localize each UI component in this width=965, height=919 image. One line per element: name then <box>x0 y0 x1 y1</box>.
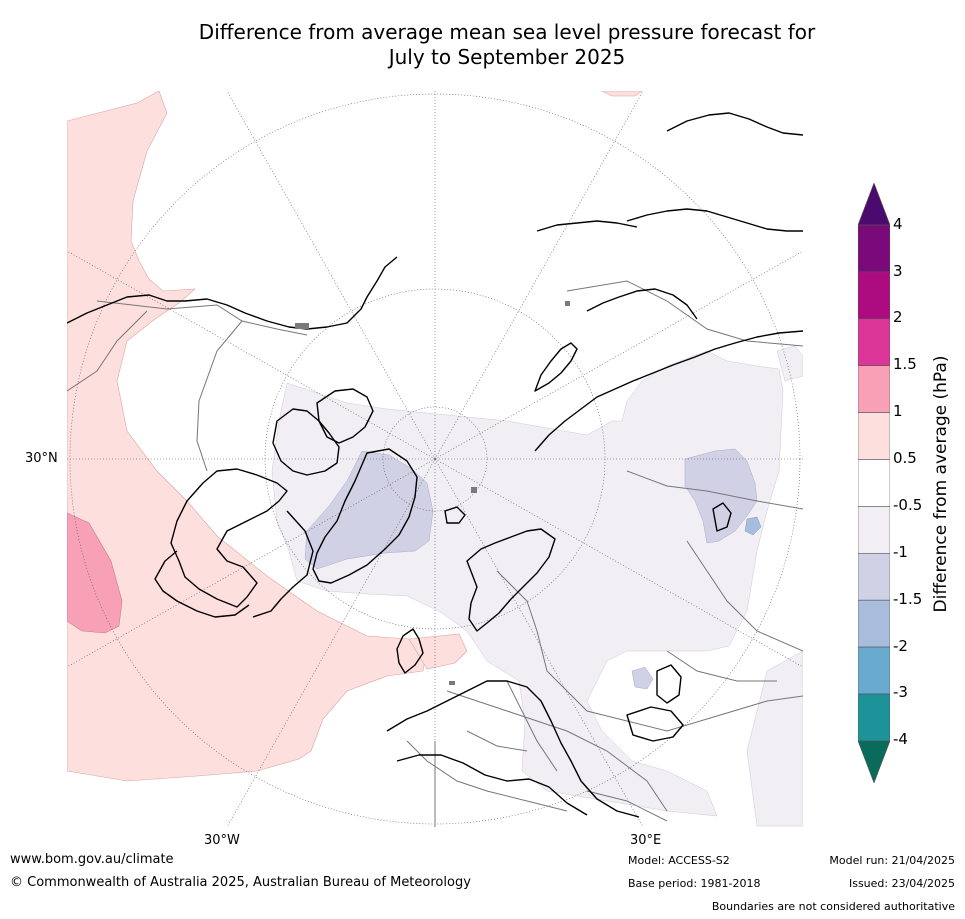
cbar-tick-label: -0.5 <box>893 496 923 514</box>
anomaly-neg1.5-to-neg2-spot <box>744 516 762 536</box>
coastline-alaska <box>67 256 398 330</box>
cbar-tick-label: -4 <box>893 730 908 748</box>
lon-label-30W: 30°W <box>204 833 240 848</box>
anomaly-field <box>67 91 803 827</box>
coastline-mediterranean <box>396 754 588 816</box>
coastline-taymyr <box>586 288 698 320</box>
map-panel <box>67 91 803 827</box>
colorbar-bin-0.5to1 <box>858 412 890 460</box>
anomaly-neg1-to-neg1.5-region-greenland <box>304 450 434 570</box>
coastline-scandinavia <box>466 528 556 632</box>
coastline-siberia-coast-2 <box>536 220 638 232</box>
footer-website: www.bom.gov.au/climate <box>10 852 174 867</box>
colorbar-bin--2to-1.5 <box>858 599 890 648</box>
colorbar-bin-1.5to2 <box>858 318 890 367</box>
coastline-iceland <box>444 506 466 524</box>
coastline-east-siberia <box>626 208 803 232</box>
coastline-black-sea <box>626 706 684 742</box>
footer-base-period: Base period: 1981-2018 <box>628 877 761 890</box>
coastline-russia-arctic <box>534 330 803 452</box>
colorbar-title: Difference from average (hPa) <box>931 355 951 613</box>
coastline-caspian <box>656 664 682 704</box>
cbar-tick-label: 1 <box>893 402 903 420</box>
country-boundaries <box>67 280 803 827</box>
anomaly-neg1-to-neg1.5-region-siberia <box>684 448 758 544</box>
coastline-baikal <box>712 502 732 532</box>
cbar-tick-label: 4 <box>893 215 903 233</box>
cbar-tick-label: 0.5 <box>893 449 917 467</box>
anomaly-neg0.5-to-neg1-region-se <box>746 650 803 827</box>
cbar-tick-label: -2 <box>893 637 908 655</box>
cbar-tick-label: -3 <box>893 683 908 701</box>
title-line-2: July to September 2025 <box>388 45 626 69</box>
coastline-baffin <box>272 408 340 476</box>
map-title: Difference from average mean sea level p… <box>100 20 914 70</box>
anomaly-0.5-to-1-region-europe <box>408 633 468 670</box>
colorbar <box>858 183 890 783</box>
coastline-europe <box>386 680 640 818</box>
colorbar-bin->4 <box>858 183 890 226</box>
cbar-tick-label: -1 <box>893 543 908 561</box>
colorbar-bin--3to-2 <box>858 646 890 695</box>
coastline-greenland <box>312 448 418 584</box>
cbar-tick-label: 3 <box>893 262 903 280</box>
lon-label-30E: 30°E <box>630 833 662 848</box>
footer-copyright: © Commonwealth of Australia 2025, Austra… <box>10 875 471 890</box>
colorbar-bin-<-4 <box>858 740 890 783</box>
lakes <box>295 301 570 685</box>
footer-model: Model: ACCESS-S2 <box>628 854 730 867</box>
colorbar-bin-1to1.5 <box>858 365 890 413</box>
colorbar-bin-2to3 <box>858 271 890 320</box>
coastline-canada-arctic <box>170 468 288 608</box>
coastline-chukotka <box>666 112 803 136</box>
colorbar-bin--0.5to0.5 <box>858 459 890 507</box>
lat-label-30N: 30°N <box>25 451 58 466</box>
cbar-tick-label: 2 <box>893 308 903 326</box>
coastline-hudson-bay <box>154 550 250 618</box>
colorbar-bin-3to4 <box>858 224 890 273</box>
colorbar-bin--1.5to-1 <box>858 552 890 601</box>
footer-issued: Issued: 23/04/2025 <box>848 877 955 890</box>
cbar-tick-label: 1.5 <box>893 355 917 373</box>
title-line-1: Difference from average mean sea level p… <box>198 20 816 44</box>
anomaly-neg0.5-to-neg1-region-east <box>776 345 803 382</box>
coastline-british-isles <box>396 628 424 674</box>
anomaly-1-to-1.5-region <box>67 512 123 634</box>
polar-map <box>67 91 803 827</box>
footer-disclaimer: Boundaries are not considered authoritat… <box>711 900 955 913</box>
anomaly-0.5-to-1-region-north <box>601 91 643 97</box>
coastline-labrador <box>252 510 314 618</box>
colorbar-bin--1to-0.5 <box>858 506 890 554</box>
anomaly-neg1-to-neg1.5-region-caspian <box>631 666 654 690</box>
coastline-ellesmere <box>316 388 374 444</box>
cbar-tick-label: -1.5 <box>893 590 923 608</box>
anomaly-neg0.5-to-neg1-region <box>271 350 784 817</box>
footer-model-run: Model run: 21/04/2025 <box>829 854 955 867</box>
coastlines <box>67 112 803 818</box>
colorbar-bin--4to-3 <box>858 693 890 742</box>
coastline-novaya-zemlya <box>534 342 578 392</box>
